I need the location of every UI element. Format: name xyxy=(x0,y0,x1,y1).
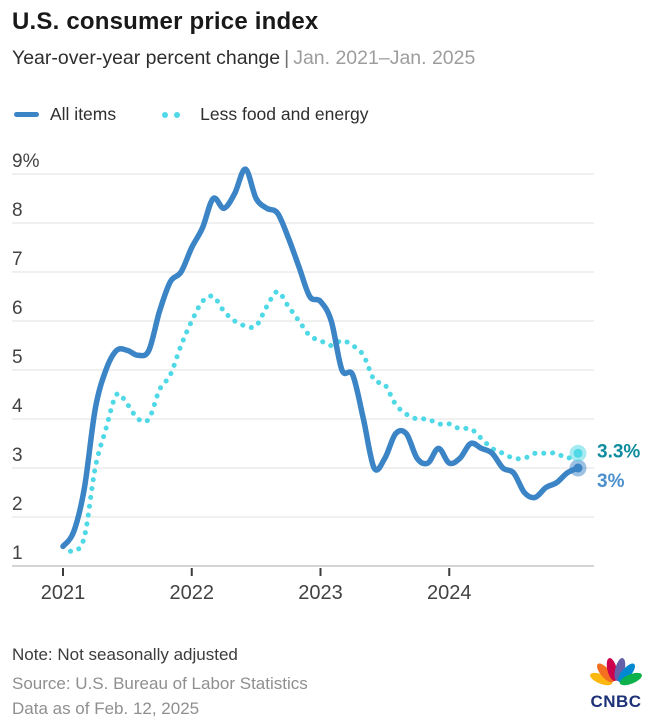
x-tick-label: 2022 xyxy=(170,582,215,604)
peacock-feather xyxy=(596,663,614,683)
cpi-chart: 1 2 3 4 5 6 7 8 9% 2021 2022 2023 2024 3% 3.3% xyxy=(12,151,640,604)
peacock-feather xyxy=(619,672,642,686)
all-items-line xyxy=(60,166,581,550)
legend-label-less-food-and-energy: Less food and energy xyxy=(200,104,369,124)
x-tick-label: 2021 xyxy=(41,582,86,604)
less-food-and-energy-end-marker xyxy=(573,448,583,458)
legend-item-all-items: All items xyxy=(14,104,116,125)
legend-item-less-food-and-energy: Less food and energy xyxy=(162,104,368,125)
cnbc-logo: CNBC xyxy=(584,653,648,712)
x-tick-label: 2024 xyxy=(427,582,472,604)
less-food-and-energy-line xyxy=(60,289,581,555)
y-tick-label: 7 xyxy=(12,249,23,270)
y-tick-label: 9% xyxy=(12,151,40,172)
less-food-and-energy-dots-swatch xyxy=(162,111,181,118)
y-tick-label: 4 xyxy=(12,396,23,417)
subtitle-main: Year-over-year percent change xyxy=(12,47,281,69)
y-tick-label: 8 xyxy=(12,200,23,221)
y-tick-label: 5 xyxy=(12,347,23,368)
cnbc-wordmark: CNBC xyxy=(590,692,642,711)
less-food-and-energy-end-label: 3.3% xyxy=(597,441,640,462)
peacock-icon xyxy=(590,658,642,686)
subtitle-date-range: Jan. 2021–Jan. 2025 xyxy=(293,47,476,69)
footnote: Note: Not seasonally adjusted xyxy=(12,645,238,664)
all-items-end-label: 3% xyxy=(597,471,625,492)
chart-subtitle: Year-over-year percent change | Jan. 2021–… xyxy=(12,47,475,70)
y-tick-label: 3 xyxy=(12,445,23,466)
legend-label-all-items: All items xyxy=(50,104,117,124)
data-as-of: Data as of Feb. 12, 2025 xyxy=(12,699,200,718)
peacock-feather xyxy=(590,672,613,686)
source-line: Source: U.S. Bureau of Labor Statistics xyxy=(12,674,308,693)
y-tick-label: 1 xyxy=(12,543,23,564)
peacock-feather xyxy=(618,663,636,683)
x-tick-label: 2023 xyxy=(298,582,343,604)
y-tick-label: 6 xyxy=(12,298,23,319)
legend: All items Less food and energy xyxy=(14,104,368,125)
subtitle-separator: | xyxy=(284,47,290,69)
all-items-end-marker xyxy=(573,463,583,473)
all-items-line-swatch xyxy=(14,111,39,118)
page-title: U.S. consumer price index xyxy=(12,8,319,35)
y-tick-label: 2 xyxy=(12,494,23,515)
